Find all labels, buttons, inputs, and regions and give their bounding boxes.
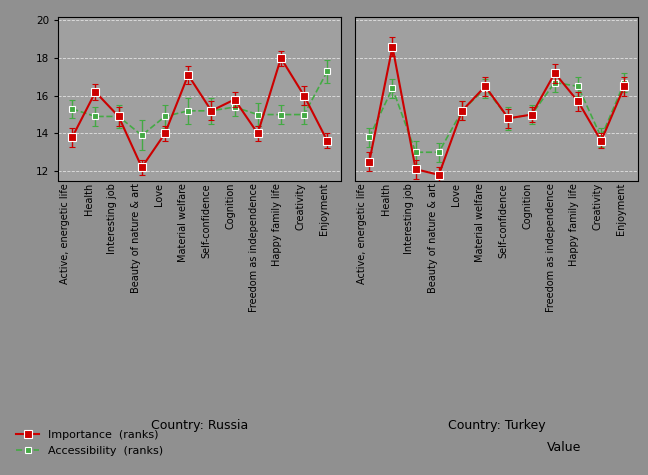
Text: Material welfare: Material welfare [178,183,188,262]
Text: Health: Health [84,183,94,215]
Text: Beauty of nature & art: Beauty of nature & art [131,183,141,293]
Text: Freedom as independence: Freedom as independence [546,183,556,312]
Text: Love: Love [452,183,461,206]
Text: Enjoyment: Enjoyment [319,183,329,235]
Legend: Importance  (ranks), Accessibility  (ranks): Importance (ranks), Accessibility (ranks… [12,426,167,460]
Text: Love: Love [154,183,165,206]
Text: Interesting job: Interesting job [108,183,117,254]
Text: Interesting job: Interesting job [404,183,414,254]
Text: Country: Russia: Country: Russia [151,419,248,432]
Text: Value: Value [546,441,581,454]
Text: Active, energetic life: Active, energetic life [357,183,367,284]
Text: Enjoyment: Enjoyment [616,183,627,235]
Text: Cognition: Cognition [522,183,532,229]
Text: Health: Health [381,183,391,215]
Text: Beauty of nature & art: Beauty of nature & art [428,183,438,293]
Text: Creativity: Creativity [296,183,306,230]
Text: Creativity: Creativity [593,183,603,230]
Text: Happy family life: Happy family life [272,183,283,266]
Text: Material welfare: Material welfare [475,183,485,262]
Text: Happy family life: Happy family life [570,183,579,266]
Text: Freedom as independence: Freedom as independence [249,183,259,312]
Text: Cognition: Cognition [225,183,235,229]
Text: Self-confidence: Self-confidence [498,183,509,257]
Text: Self-confidence: Self-confidence [202,183,211,257]
Text: Active, energetic life: Active, energetic life [60,183,70,284]
Text: Country: Turkey: Country: Turkey [448,419,546,432]
